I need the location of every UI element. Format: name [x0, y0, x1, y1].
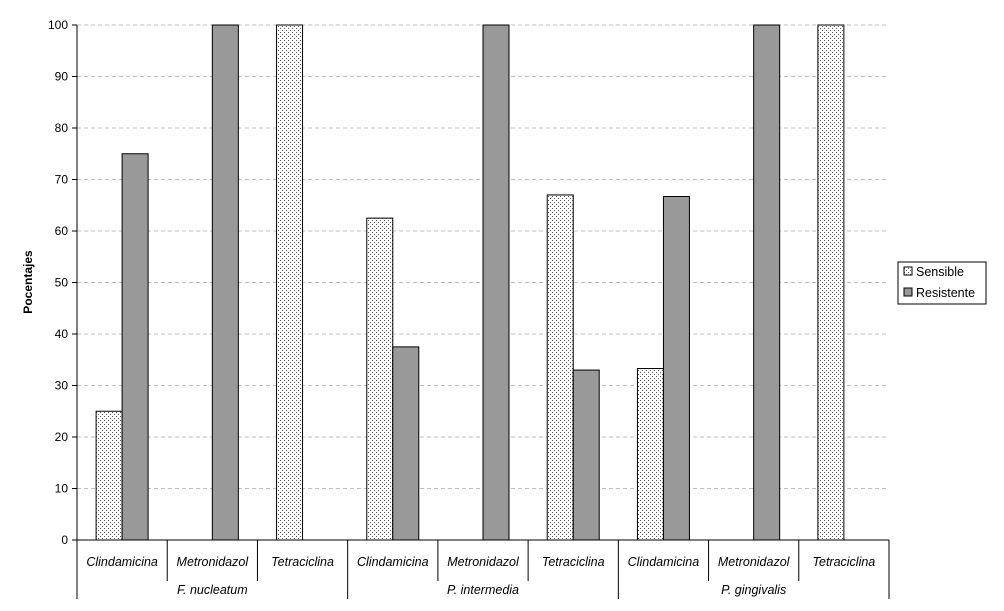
x-category-label: Clindamicina — [357, 555, 429, 569]
y-axis-label: Pocentajes — [21, 250, 35, 314]
bar-resistente-6 — [662, 195, 690, 541]
bar-resistente-3 — [392, 346, 420, 541]
x-category-label: Metronidazol — [177, 555, 250, 569]
bar-resistente-7 — [753, 24, 781, 541]
legend-label-resistente: Resistente — [916, 286, 975, 300]
x-category-label: Tetraciclina — [271, 555, 334, 569]
y-tick-label: 20 — [55, 430, 69, 444]
legend: Sensible Resistente — [897, 261, 987, 305]
y-tick-label: 90 — [55, 70, 69, 84]
bar-sensible-0 — [95, 410, 123, 541]
legend-swatch-resistente — [903, 287, 913, 297]
bar-sensible-5 — [546, 194, 574, 541]
x-category-label: Clindamicina — [86, 555, 158, 569]
bars — [95, 24, 845, 541]
bar-sensible-2 — [276, 24, 304, 541]
legend-box — [897, 261, 987, 305]
x-category-labels: Clindamicina Metronidazol Tetraciclina Clin… — [76, 540, 890, 599]
x-group-label: P. intermedia — [447, 583, 519, 597]
bar-resistente-4 — [482, 24, 510, 541]
bar-resistente-5 — [572, 369, 600, 541]
y-tick-label: 60 — [55, 224, 69, 238]
y-tick-label: 30 — [55, 379, 69, 393]
y-tick-label: 80 — [55, 121, 69, 135]
legend-label-sensible: Sensible — [916, 265, 964, 279]
y-tick-label: 10 — [55, 482, 69, 496]
y-tick-label: 0 — [61, 533, 68, 547]
bar-sensible-3 — [366, 217, 394, 541]
x-category-label: Tetraciclina — [813, 555, 876, 569]
x-category-label: Metronidazol — [718, 555, 791, 569]
x-group-label: F. nucleatum — [177, 583, 248, 597]
x-category-label: Metronidazol — [447, 555, 520, 569]
y-tick-label: 50 — [55, 276, 69, 290]
bar-resistente-1 — [211, 24, 239, 541]
y-tick-label: 100 — [48, 18, 68, 32]
bar-resistente-0 — [121, 153, 149, 541]
bar-sensible-8 — [817, 24, 845, 541]
x-category-label: Tetraciclina — [542, 555, 605, 569]
bar-sensible-6 — [636, 368, 664, 541]
y-tick-label: 40 — [55, 327, 69, 341]
y-tick-labels: 0 10 20 30 40 50 60 70 80 90 100 — [48, 18, 77, 547]
x-group-label: P. gingivalis — [721, 583, 786, 597]
legend-swatch-sensible — [903, 266, 913, 276]
x-category-label: Clindamicina — [628, 555, 700, 569]
y-tick-label: 70 — [55, 173, 69, 187]
